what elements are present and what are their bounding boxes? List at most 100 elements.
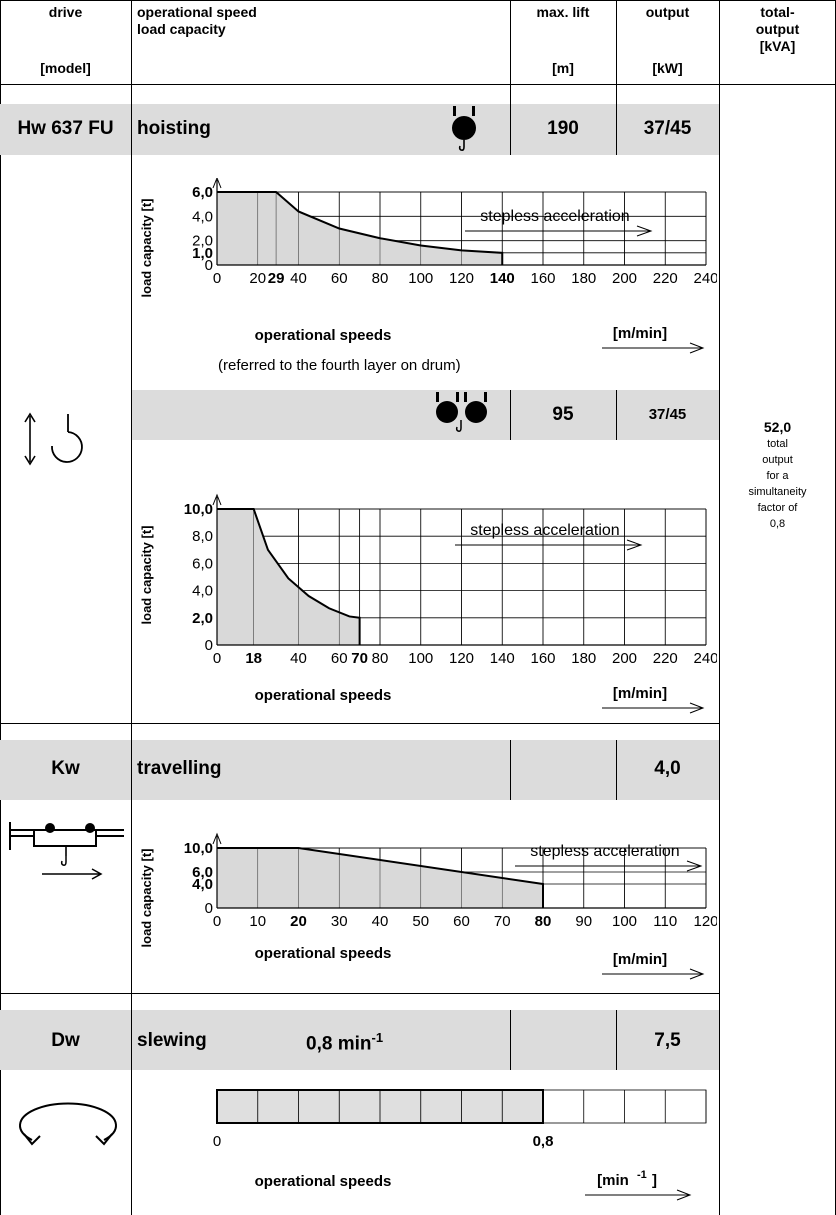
x-tick-label: 60 bbox=[331, 270, 348, 287]
x-axis-label: operational speeds bbox=[255, 1173, 392, 1190]
stepless-arrow-head bbox=[626, 539, 643, 551]
header-total-output: output bbox=[755, 21, 800, 37]
x-tick-label: 160 bbox=[530, 650, 555, 667]
x-tick-label: 20 bbox=[290, 913, 307, 930]
y-tick-label: 0 bbox=[205, 637, 213, 654]
hoisting-band bbox=[0, 104, 719, 155]
header-max-lift-unit: [m] bbox=[552, 60, 574, 76]
slewing-speed: 0,8 min-1 bbox=[306, 1030, 384, 1055]
y-tick-label: 0 bbox=[205, 257, 213, 274]
y-axis-arrow bbox=[212, 493, 222, 506]
header-output-unit: [kW] bbox=[652, 60, 683, 76]
travelling-output: 4,0 bbox=[654, 758, 681, 779]
x-tick-label: 70 bbox=[351, 650, 368, 667]
total-line1: total bbox=[767, 438, 788, 450]
y-axis-label: load capacity [t] bbox=[139, 849, 154, 948]
y-tick-label: 0 bbox=[205, 900, 213, 917]
y-axis-arrow bbox=[212, 832, 222, 845]
slewing-rotate-icon bbox=[19, 1102, 117, 1146]
x-axis-label: operational speeds bbox=[255, 945, 392, 962]
x-tick-label: 180 bbox=[571, 650, 596, 667]
load-capacity-curve bbox=[217, 508, 361, 645]
x-tick-label: 160 bbox=[530, 270, 555, 287]
hoisting-model: Hw 637 FU bbox=[17, 118, 114, 139]
total-value: 52,0 bbox=[763, 419, 792, 435]
x-tick-label: 20 bbox=[249, 270, 266, 287]
single-hook-icon bbox=[452, 106, 476, 151]
x-unit-label: [m/min] bbox=[613, 325, 667, 342]
x-tick-label: 220 bbox=[653, 270, 678, 287]
x-axis-label: operational speeds bbox=[255, 687, 392, 704]
hoisting-chart-2: 0 18 40 60 70 80 100 120 140 160 180 200 220 240 0 2,0 4… bbox=[139, 493, 717, 714]
x-tick-label: 100 bbox=[612, 913, 637, 930]
x-tick-label: 240 bbox=[693, 650, 717, 667]
travelling-band bbox=[0, 740, 719, 800]
slewing-model: Dw bbox=[51, 1030, 80, 1051]
double-hook-icon bbox=[436, 392, 487, 432]
y-tick-label: 4,0 bbox=[192, 583, 213, 600]
x-tick-label: 140 bbox=[490, 270, 515, 287]
section-divider-1 bbox=[0, 723, 719, 724]
hoisting-output: 37/45 bbox=[643, 118, 692, 139]
x-tick-label: 70 bbox=[494, 913, 511, 930]
stepless-acceleration-label: stepless acceleration bbox=[480, 208, 629, 225]
x-tick-label: 0 bbox=[213, 1133, 221, 1150]
load-capacity-area bbox=[217, 192, 503, 265]
x-tick-label: 10 bbox=[249, 913, 266, 930]
stepless-acceleration-label: stepless acceleration bbox=[530, 843, 679, 860]
header-model: [model] bbox=[40, 60, 91, 76]
hoisting-output-2: 37/45 bbox=[648, 406, 687, 423]
unit-arrow-head bbox=[689, 968, 705, 980]
header-total: total- bbox=[760, 4, 795, 20]
unit-arrow-head bbox=[676, 1189, 692, 1201]
hoisting-max-lift-2: 95 bbox=[552, 404, 574, 425]
x-tick-label: 60 bbox=[331, 650, 348, 667]
x-tick-label: 18 bbox=[245, 650, 262, 667]
x-tick-label: 80 bbox=[535, 913, 552, 930]
x-axis-label: operational speeds bbox=[255, 327, 392, 344]
section-divider-2 bbox=[0, 993, 719, 994]
x-tick-label: 200 bbox=[612, 650, 637, 667]
border-top bbox=[0, 0, 836, 1]
hoisting-band-2 bbox=[132, 390, 719, 440]
header-total-unit: [kVA] bbox=[759, 38, 796, 54]
x-tick-label: 0 bbox=[213, 650, 221, 667]
stepless-acceleration-label: stepless acceleration bbox=[470, 522, 619, 539]
header-drive: drive bbox=[48, 4, 83, 20]
load-capacity-curve bbox=[217, 847, 544, 908]
x-tick-label: 200 bbox=[612, 270, 637, 287]
travelling-label: travelling bbox=[137, 758, 222, 779]
col-divider-2a bbox=[510, 0, 511, 155]
hoisting-chart-1: 0 20 29 40 60 80 100 120 140 160 180 200 220 240 01,02… bbox=[139, 178, 717, 354]
slewing-label: slewing bbox=[137, 1030, 207, 1051]
x-tick-label: 80 bbox=[372, 270, 389, 287]
total-line2: output bbox=[762, 454, 793, 466]
x-tick-label: 140 bbox=[490, 650, 515, 667]
x-tick-label: 60 bbox=[453, 913, 470, 930]
load-capacity-curve bbox=[217, 191, 504, 265]
hoisting-note: (referred to the fourth layer on drum) bbox=[218, 357, 461, 374]
x-tick-label: 180 bbox=[571, 270, 596, 287]
travelling-model: Kw bbox=[51, 758, 80, 779]
y-tick-label: 6,0 bbox=[192, 864, 213, 881]
stepless-arrow-head bbox=[686, 860, 703, 872]
x-tick-label: 110 bbox=[653, 913, 677, 930]
slewing-band bbox=[0, 1010, 719, 1070]
unit-arrow-head bbox=[689, 702, 705, 714]
y-tick-label: 4,0 bbox=[192, 876, 213, 893]
hoisting-label: hoisting bbox=[137, 118, 211, 139]
y-tick-label: 6,0 bbox=[192, 555, 213, 572]
hoisting-max-lift: 190 bbox=[547, 118, 579, 139]
hoist-up-down-icon bbox=[24, 412, 83, 466]
y-tick-label: 8,0 bbox=[192, 528, 213, 545]
y-tick-label: 10,0 bbox=[184, 501, 213, 518]
x-tick-label: 90 bbox=[575, 913, 592, 930]
col-divider-1 bbox=[131, 0, 132, 1215]
x-tick-label: 240 bbox=[693, 270, 717, 287]
total-line5: factor of bbox=[757, 502, 798, 514]
x-tick-label: 80 bbox=[372, 650, 389, 667]
x-tick-label: 50 bbox=[412, 913, 429, 930]
x-tick-label: 100 bbox=[408, 650, 433, 667]
trolley-travel-icon bbox=[9, 822, 124, 880]
x-tick-label: 0 bbox=[213, 270, 221, 287]
